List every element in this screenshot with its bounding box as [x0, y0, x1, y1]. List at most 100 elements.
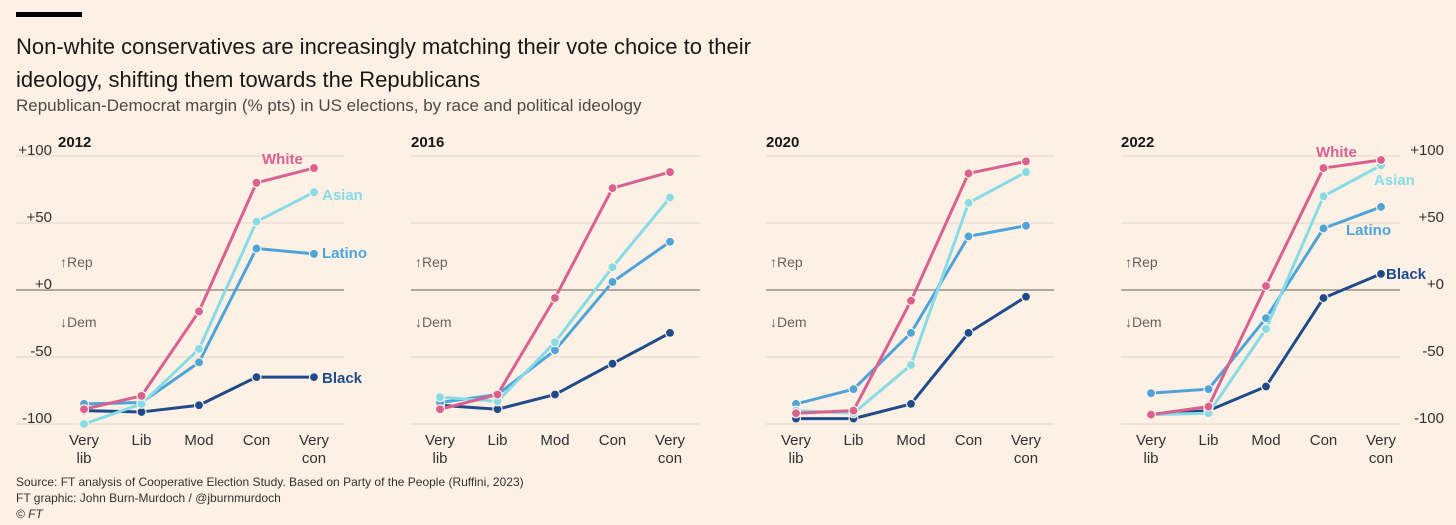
x-tick-line: Very: [1136, 432, 1167, 449]
data-point-white: [664, 166, 676, 178]
data-point-white: [905, 295, 917, 306]
x-tick-label: Very lib: [1136, 432, 1167, 467]
y-tick-label: +50: [1419, 209, 1444, 226]
data-point-black: [193, 400, 205, 411]
x-tick-label: Lib: [1198, 432, 1218, 449]
data-point-white: [1375, 154, 1387, 166]
x-tick-label: Mod: [184, 432, 213, 449]
x-tick-label: Mod: [540, 432, 569, 449]
x-tick-label: Very con: [1011, 432, 1042, 467]
data-point-asian: [664, 192, 676, 203]
dem-annotation: ↓Dem: [770, 314, 807, 330]
y-tick-label: -100: [22, 410, 52, 427]
data-point-latino: [1203, 384, 1214, 395]
x-tick-line: Very: [1366, 432, 1397, 449]
data-point-latino: [963, 231, 974, 242]
x-tick-line: Mod: [896, 432, 925, 449]
x-tick-line: Very: [781, 432, 812, 449]
series-label-asian: Asian: [322, 187, 363, 204]
x-tick-line: lib: [76, 450, 91, 467]
data-point-asian: [1260, 323, 1272, 334]
series-line-black: [1150, 272, 1382, 417]
data-point-asian: [1318, 191, 1329, 202]
series-line-white: [83, 166, 315, 411]
x-tick-line: Very: [69, 432, 100, 449]
data-point-white: [492, 389, 503, 400]
x-tick-label: Lib: [843, 432, 863, 449]
series-label-asian: Asian: [1374, 172, 1415, 189]
data-point-latino: [848, 384, 859, 395]
data-point-black: [251, 372, 262, 383]
x-tick-label: Con: [1310, 432, 1338, 449]
data-point-white: [193, 306, 205, 317]
series-line-latino: [83, 246, 315, 406]
data-point-asian: [308, 187, 320, 198]
rep-annotation: ↑Rep: [1125, 254, 1158, 270]
x-tick-label: Lib: [131, 432, 151, 449]
data-point-asian: [434, 392, 446, 403]
dem-annotation: ↓Dem: [1125, 314, 1162, 330]
x-tick-line: Mod: [1251, 432, 1280, 449]
x-tick-label: Mod: [1251, 432, 1280, 449]
rep-annotation: ↑Rep: [415, 254, 448, 270]
chart-title: Non-white conservatives are increasingly…: [16, 34, 751, 92]
dem-annotation: ↓Dem: [60, 314, 97, 330]
rep-annotation: ↑Rep: [770, 254, 803, 270]
data-point-white: [308, 162, 320, 174]
data-point-white: [1020, 156, 1032, 167]
x-tick-label: Lib: [487, 432, 507, 449]
data-point-white: [549, 292, 561, 304]
x-tick-line: Lib: [131, 432, 151, 449]
x-tick-line: Very: [1011, 432, 1042, 449]
data-point-asian: [78, 418, 90, 430]
x-tick-label: Very con: [1366, 432, 1397, 467]
data-point-latino: [1145, 388, 1157, 399]
panel-title: 2012: [58, 134, 91, 151]
x-tick-line: Very: [655, 432, 686, 449]
x-tick-line: lib: [432, 450, 447, 467]
x-tick-line: Con: [1310, 432, 1338, 449]
x-tick-line: Con: [599, 432, 627, 449]
data-point-white: [963, 168, 974, 179]
x-tick-line: con: [1369, 450, 1393, 467]
series-label-latino: Latino: [322, 245, 367, 262]
footer: Source: FT analysis of Cooperative Elect…: [16, 474, 524, 522]
x-tick-label: Very con: [299, 432, 330, 467]
data-point-black: [607, 358, 618, 369]
y-tick-label: +0: [35, 276, 52, 293]
data-point-black: [963, 327, 974, 338]
data-point-latino: [1318, 223, 1329, 234]
x-tick-label: Con: [955, 432, 983, 449]
x-tick-line: Lib: [1198, 432, 1218, 449]
data-point-white: [78, 404, 90, 415]
ft-top-rule: [16, 12, 82, 17]
data-point-asian: [251, 216, 262, 227]
rep-annotation: ↑Rep: [60, 254, 93, 270]
data-point-white: [1203, 401, 1214, 412]
x-tick-label: Con: [243, 432, 271, 449]
series-label-black: Black: [1386, 266, 1427, 283]
x-tick-label: Mod: [896, 432, 925, 449]
data-point-white: [136, 390, 147, 401]
data-point-latino: [251, 243, 262, 254]
x-tick-line: Mod: [540, 432, 569, 449]
series-line-latino: [795, 224, 1027, 406]
data-point-asian: [549, 337, 561, 348]
data-point-white: [848, 405, 859, 416]
x-tick-label: Very lib: [781, 432, 812, 467]
x-tick-label: Con: [599, 432, 627, 449]
data-point-black: [905, 398, 917, 409]
x-tick-line: Lib: [843, 432, 863, 449]
data-point-black: [549, 389, 561, 400]
series-label-white: White: [1316, 144, 1357, 161]
x-tick-line: con: [302, 450, 326, 467]
data-point-white: [251, 177, 262, 188]
series-label-latino: Latino: [1346, 222, 1391, 239]
data-point-latino: [308, 248, 320, 259]
data-point-white: [1145, 409, 1157, 420]
data-point-black: [1020, 291, 1032, 302]
x-tick-line: lib: [1143, 450, 1158, 467]
data-point-asian: [607, 262, 618, 273]
data-point-black: [1318, 292, 1329, 304]
